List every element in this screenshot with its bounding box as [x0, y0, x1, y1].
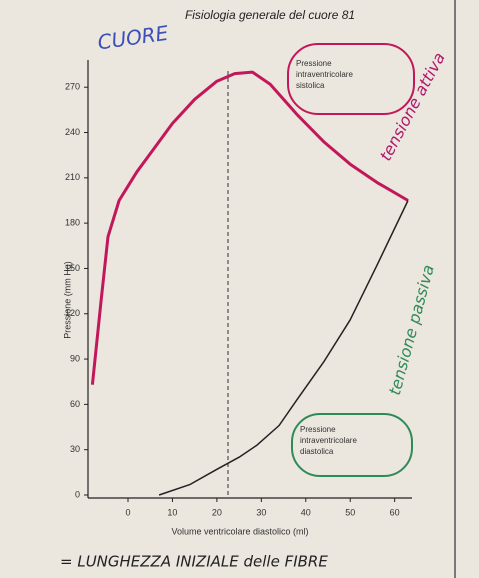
x-tick-label: 20	[212, 507, 222, 517]
y-tick-label: 30	[70, 444, 80, 454]
y-axis-label: Pressione (mm Hg)	[62, 261, 72, 339]
x-tick-label: 40	[301, 507, 311, 517]
x-axis-label: Volume ventricolare diastolico (ml)	[171, 526, 308, 536]
y-tick-label: 180	[65, 218, 80, 228]
x-tick-label: 50	[345, 507, 355, 517]
x-tick-label: 60	[390, 507, 400, 517]
y-tick-label: 270	[65, 82, 80, 92]
page: {"chart_data": {"type": "line", "header"…	[0, 0, 479, 578]
y-tick-label: 240	[65, 127, 80, 137]
y-tick-label: 60	[70, 399, 80, 409]
x-tick-label: 0	[125, 507, 130, 517]
y-tick-label: 210	[65, 172, 80, 182]
chart: Fisiologia generale del cuore 81 Pressio…	[0, 0, 479, 578]
y-tick-label: 150	[65, 263, 80, 273]
y-tick-label: 90	[70, 353, 80, 363]
y-tick-label: 120	[65, 308, 80, 318]
page-header: Fisiologia generale del cuore 81	[185, 8, 355, 22]
x-tick-label: 30	[256, 507, 266, 517]
x-tick-label: 10	[167, 507, 177, 517]
handwritten-note: = LUNGHEZZA INIZIALE delle FIBRE	[60, 553, 328, 571]
y-tick-label: 0	[75, 489, 80, 499]
